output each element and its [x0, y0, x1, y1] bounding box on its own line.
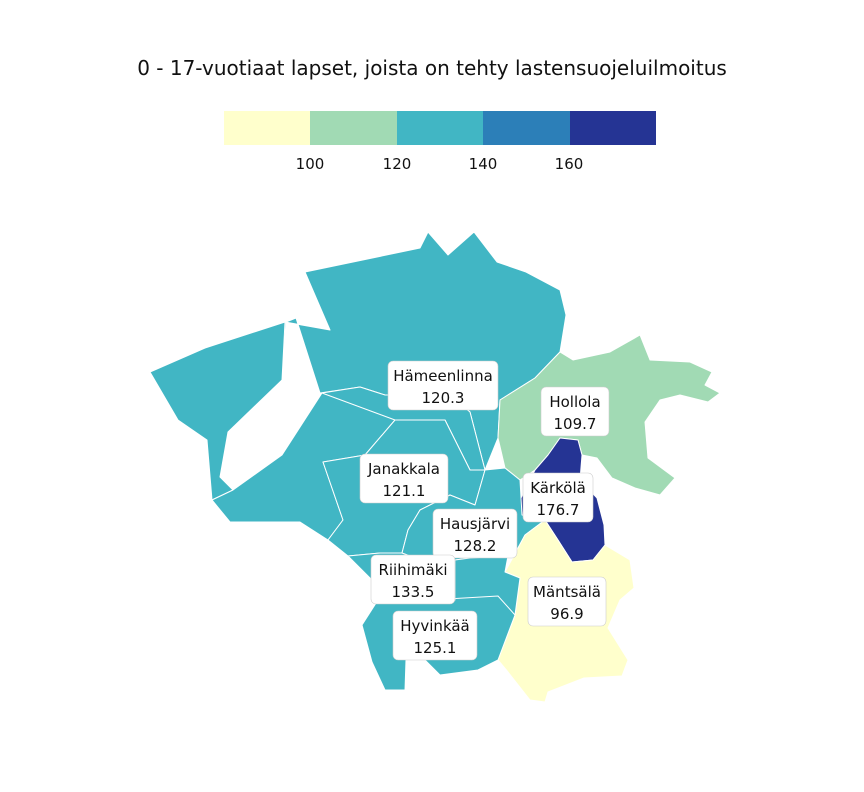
label-karkola-value: 176.7 [537, 501, 580, 519]
label-hameenlinna-value: 120.3 [422, 389, 465, 407]
label-karkola: Kärkölä 176.7 [522, 472, 594, 523]
legend-tick-160: 160 [554, 155, 584, 173]
label-hausjarvi: Hausjärvi 128.2 [432, 508, 518, 559]
legend-swatch-3 [396, 111, 484, 145]
label-hyvinkaa-name: Hyvinkää [400, 617, 470, 635]
label-mantsala-value: 96.9 [550, 605, 583, 623]
map-title: 0 - 17-vuotiaat lapset, joista on tehty … [137, 56, 727, 80]
label-hyvinkaa-value: 125.1 [414, 639, 457, 657]
label-mantsala-name: Mäntsälä [533, 583, 601, 601]
label-karkola-name: Kärkölä [530, 479, 586, 497]
label-riihimaki: Riihimäki 133.5 [370, 554, 456, 605]
legend-swatch-5 [569, 111, 657, 145]
label-hameenlinna-name: Hämeenlinna [393, 367, 493, 385]
label-hausjarvi-value: 128.2 [454, 537, 497, 555]
legend-swatch-4 [483, 111, 570, 145]
legend-swatch-1 [224, 111, 311, 145]
label-riihimaki-name: Riihimäki [378, 561, 447, 579]
label-hollola-value: 109.7 [554, 415, 597, 433]
color-legend [224, 111, 657, 145]
label-hausjarvi-name: Hausjärvi [440, 515, 510, 533]
region-hameenlinna-west[interactable] [149, 321, 286, 501]
label-hollola-name: Hollola [549, 393, 600, 411]
label-hameenlinna: Hämeenlinna 120.3 [387, 360, 499, 411]
label-janakkala-value: 121.1 [383, 482, 426, 500]
label-janakkala: Janakkala 121.1 [359, 453, 449, 504]
legend-tick-120: 120 [382, 155, 412, 173]
legend-tick-100: 100 [295, 155, 325, 173]
label-hollola: Hollola 109.7 [540, 386, 610, 437]
legend-tick-140: 140 [468, 155, 498, 173]
label-mantsala: Mäntsälä 96.9 [527, 576, 607, 627]
label-janakkala-name: Janakkala [367, 460, 440, 478]
label-hyvinkaa: Hyvinkää 125.1 [392, 610, 478, 661]
legend-swatch-2 [310, 111, 397, 145]
label-riihimaki-value: 133.5 [392, 583, 435, 601]
